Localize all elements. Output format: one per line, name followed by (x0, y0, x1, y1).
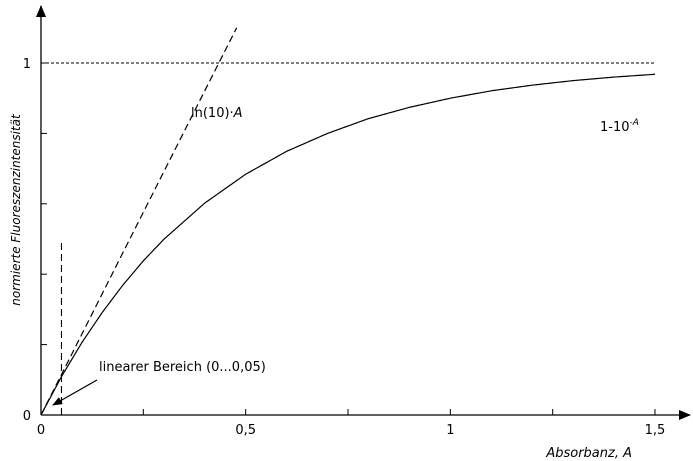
reference-lines (41, 62, 655, 415)
series-group (40, 27, 656, 416)
y-axis-label: normierte Fluoreszenzintensität (9, 113, 23, 306)
series-line-exponential (40, 73, 656, 416)
x-tick-label: 0,5 (235, 423, 256, 438)
y-ticks: 01 (23, 57, 47, 424)
series-line-linear (40, 27, 238, 416)
x-tick-label: 1,5 (645, 423, 666, 438)
y-tick-label: 1 (23, 57, 31, 72)
curve-label-lin-variable: A (233, 106, 243, 121)
curve-label-lin: ln(10)·A (191, 106, 243, 121)
curve-label-exp: 1-10-A (600, 118, 639, 135)
linear-region-label: linearer Bereich (0...0,05) (99, 360, 266, 375)
linear-region-arrow (52, 379, 98, 406)
y-tick-label: 0 (23, 409, 31, 424)
x-tick-label: 1 (446, 423, 454, 438)
x-axis-label: Absorbanz, A (545, 446, 632, 461)
x-ticks: 0 0,5 1 1,5 (37, 409, 665, 438)
x-tick-label: 0 (37, 423, 45, 438)
curve-label-exp-superscript: -A (630, 118, 639, 128)
